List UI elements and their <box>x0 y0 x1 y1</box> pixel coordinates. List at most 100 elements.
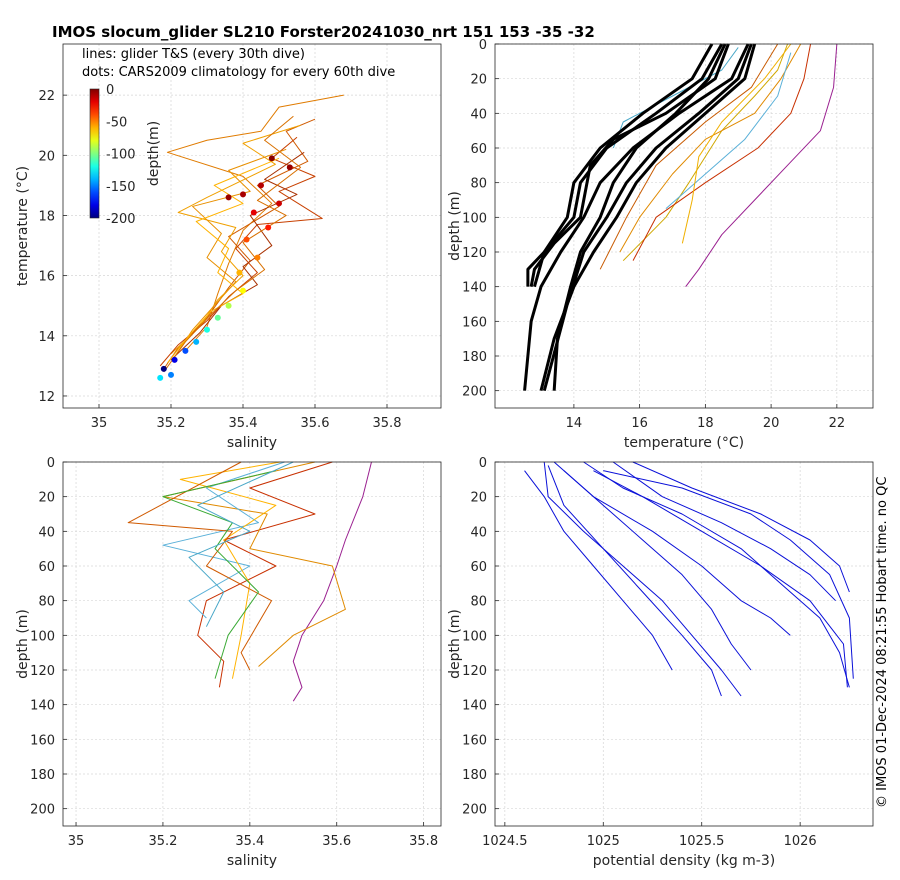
density-profile <box>547 465 722 697</box>
density-profile <box>524 470 673 671</box>
ts-ytick-label: 12 <box>38 390 55 405</box>
density-profile <box>543 461 742 697</box>
salinity-profile <box>162 470 277 679</box>
ts-axes: 35 35.2 35.4 35.6 35.8 12 14 16 18 20 22 salinity te… <box>15 44 441 451</box>
temp-glider-profile <box>632 43 812 261</box>
ts-climatology-dot <box>214 314 221 321</box>
ts-xtick-label: 35.2 <box>157 416 186 431</box>
ts-ytick-label: 14 <box>38 330 55 345</box>
depth-colorbar <box>89 88 100 219</box>
sal_profile-xtick-label: 35.8 <box>409 834 438 849</box>
ts-glider-line <box>159 136 323 367</box>
dens_profile-xtick-label: 1026 <box>784 834 817 849</box>
salinity-profile <box>292 461 372 702</box>
dens_profile-xtick-label: 1024.5 <box>482 834 528 849</box>
sal_profile-ytick-label: 20 <box>38 491 55 506</box>
ts-climatology-dot <box>240 191 246 198</box>
salinity-profile <box>162 461 346 667</box>
ts-climatology-dot <box>240 287 246 294</box>
dens_profile-ytick-label: 180 <box>462 768 487 783</box>
sal_profile-ytick-label: 140 <box>30 699 55 714</box>
ts-ytick-label: 22 <box>38 89 55 104</box>
colorbar-tick-label: -100 <box>106 148 136 163</box>
temp_profile-ytick-label: 0 <box>479 38 487 53</box>
temp_profile-ytick-label: 120 <box>462 246 487 261</box>
temp-glider-profile <box>599 43 779 270</box>
sal_profile-xlabel: salinity <box>227 853 277 869</box>
ts-climatology-dot <box>160 365 167 372</box>
sal_profile-ytick-label: 40 <box>38 525 55 540</box>
colorbar-tick-label: -50 <box>106 115 127 130</box>
ts-climatology-dot <box>258 182 264 189</box>
density-profile <box>612 461 836 602</box>
sal_profile-ytick-label: 0 <box>47 456 55 471</box>
ts-xtick-label: 35.8 <box>373 416 402 431</box>
temp-climatology-profile <box>523 43 750 391</box>
ts-climatology-dot <box>204 326 210 333</box>
ts-climatology-dot <box>157 374 164 381</box>
ts-glider-line <box>163 118 316 370</box>
sal_profile-ytick-label: 80 <box>38 595 55 610</box>
ts-ylabel: temperature (°C) <box>15 166 31 286</box>
ts-glider-line <box>167 157 280 364</box>
temp_profile-ytick-label: 140 <box>462 281 487 296</box>
ts-climatology-dot <box>254 254 261 261</box>
figure-title: IMOS slocum_glider SL210 Forster20241030… <box>52 23 595 41</box>
temp-climatology-profile <box>542 43 753 392</box>
ts-climatology-dot <box>193 338 200 345</box>
ts-climatology-dot <box>265 224 272 231</box>
sal_profile-ytick-label: 160 <box>30 733 55 748</box>
copyright-note: © IMOS 01-Dec-2024 08:21:55 Hobart time.… <box>875 477 890 808</box>
density-profile <box>593 470 848 688</box>
ts-ytick-label: 20 <box>38 149 55 164</box>
dens_profile-ytick-label: 100 <box>462 629 487 644</box>
sal_profile-ytick-label: 120 <box>30 664 55 679</box>
temp-glider-profile <box>681 43 792 244</box>
ts-climatology-dot <box>286 164 293 171</box>
ts-climatology-dot <box>225 194 232 201</box>
dens_profile-ytick-label: 80 <box>470 595 487 610</box>
dens_profile-ytick-label: 120 <box>462 664 487 679</box>
ts-frame <box>62 43 442 409</box>
temp_profile-ytick-label: 40 <box>470 107 487 122</box>
temp_profile-xtick-label: 20 <box>763 416 780 431</box>
sal_profile-ylabel: depth (m) <box>15 609 31 679</box>
ts-xtick-label: 35.4 <box>229 416 258 431</box>
salinity-profile <box>127 461 273 671</box>
ts-climatology-dot <box>171 356 178 363</box>
ts-xlabel: salinity <box>227 435 277 451</box>
dens_profile-ytick-label: 200 <box>462 803 487 818</box>
temp_profile-xtick-label: 18 <box>697 416 714 431</box>
salinity-profile <box>197 461 333 688</box>
colorbar-tick-label: 0 <box>106 83 114 98</box>
sal_profile-axes: 35 35.2 35.4 35.6 35.8 0 20 40 60 80 100 120 140 160 1… <box>15 456 441 869</box>
sal_profile-xtick-label: 35.6 <box>322 834 351 849</box>
temp_profile-ytick-label: 160 <box>462 315 487 330</box>
ts-climatology-dot <box>250 209 257 216</box>
colorbar-label: depth(m) <box>146 121 162 186</box>
dens_profile-ytick-label: 20 <box>470 491 487 506</box>
dens_profile-xtick-label: 1025 <box>587 834 620 849</box>
sal_profile-xtick-label: 35 <box>68 834 85 849</box>
temp_profile-frame <box>494 43 874 409</box>
dens_profile-axes: 1024.5 1025 1025.5 1026 0 20 40 60 80 100 120 140 16… <box>447 456 873 869</box>
ts-climatology-dot <box>225 302 232 309</box>
sal_profile-plot-area <box>63 462 441 826</box>
temp_profile-ytick-label: 80 <box>470 177 487 192</box>
temp_profile-xlabel: temperature (°C) <box>624 435 744 451</box>
sal_profile-xtick-label: 35.4 <box>235 834 264 849</box>
density-profile <box>563 470 752 671</box>
ts-plot-area <box>63 44 441 408</box>
ts-climatology-dot <box>276 200 282 207</box>
ts-climatology-dot <box>243 236 250 243</box>
ts-glider-line <box>174 148 287 358</box>
sal_profile-ytick-label: 180 <box>30 768 55 783</box>
dens_profile-plot-area <box>495 462 873 826</box>
temp_profile-ytick-label: 200 <box>462 385 487 400</box>
dens_profile-ylabel: depth (m) <box>447 609 463 679</box>
ts-xtick-label: 35 <box>91 416 108 431</box>
ts-ytick-label: 18 <box>38 209 55 224</box>
density-profile <box>632 461 850 593</box>
sal_profile-xtick-label: 35.2 <box>148 834 177 849</box>
